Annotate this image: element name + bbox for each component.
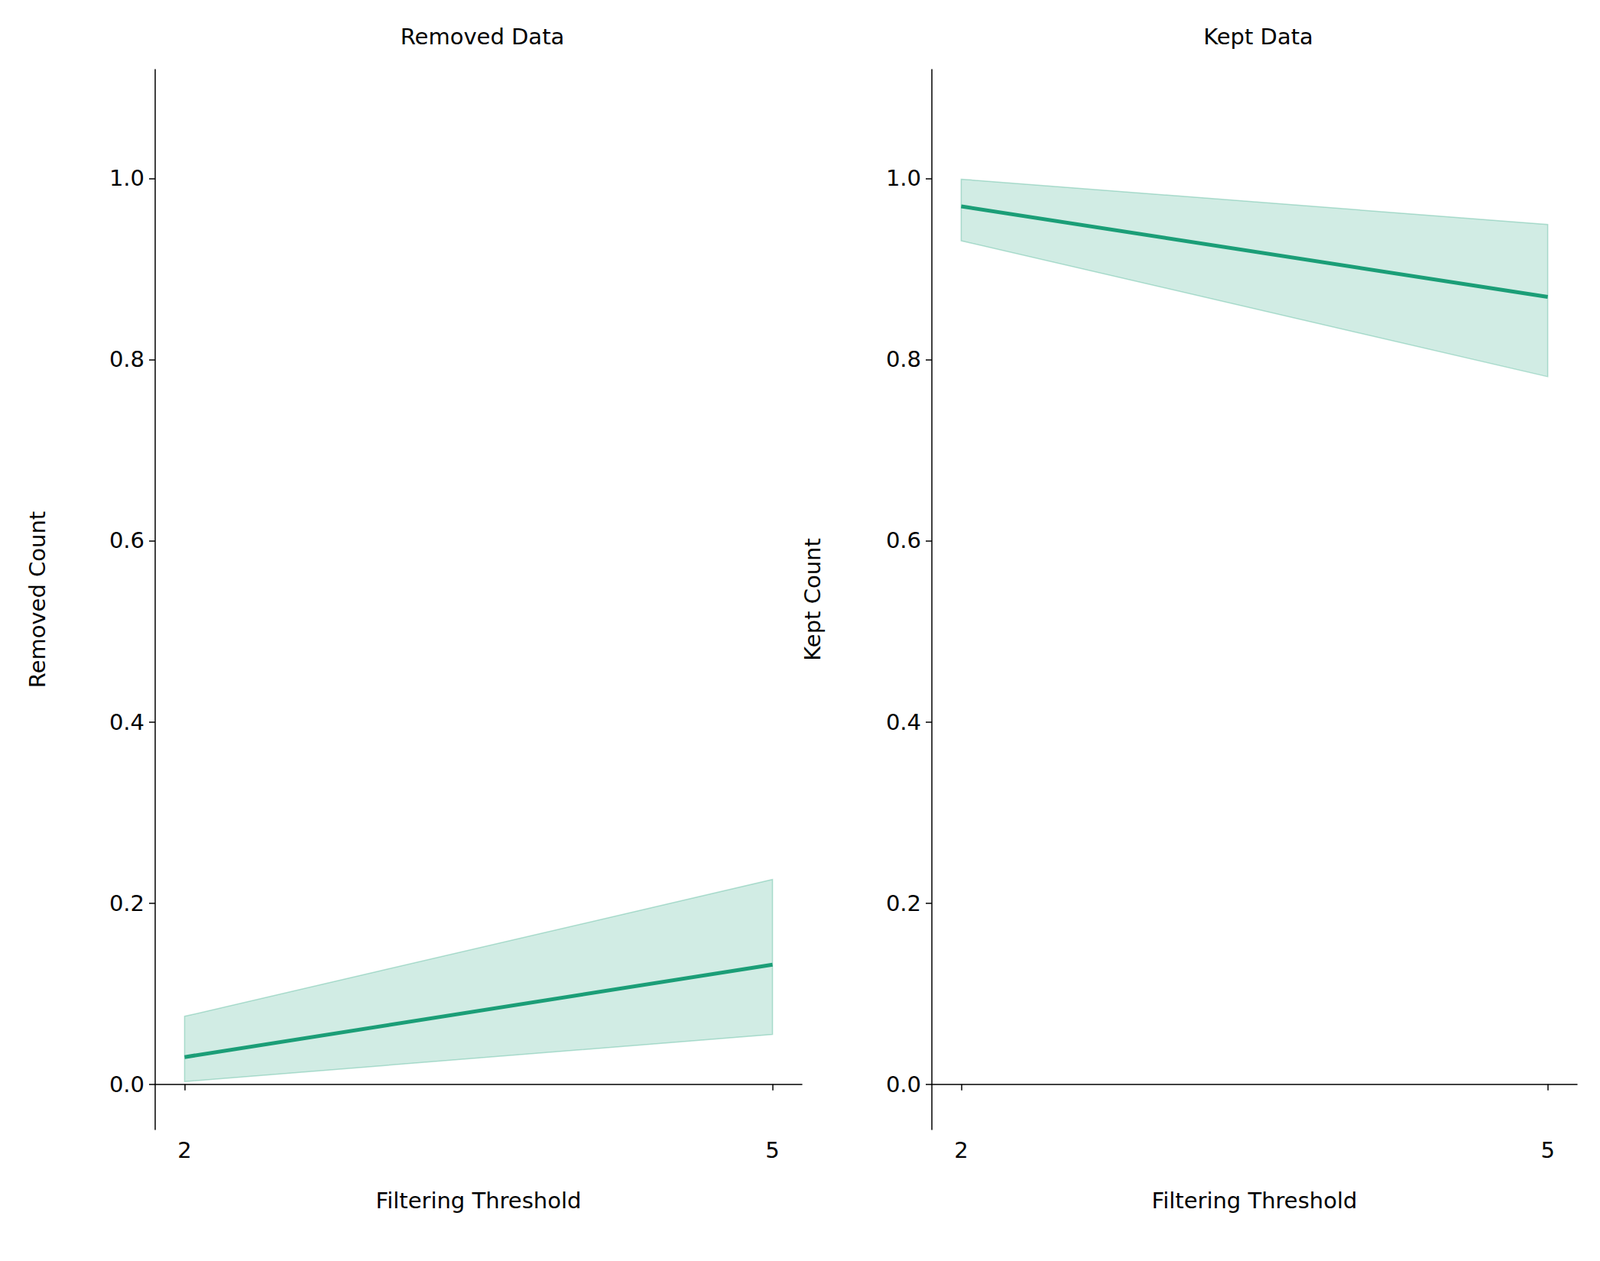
svg-text:0.6: 0.6 bbox=[109, 527, 145, 554]
svg-text:0.0: 0.0 bbox=[109, 1071, 145, 1098]
svg-text:0.4: 0.4 bbox=[886, 709, 922, 736]
svg-text:5: 5 bbox=[1540, 1137, 1555, 1164]
svg-text:Kept Count: Kept Count bbox=[799, 538, 826, 662]
svg-text:2: 2 bbox=[954, 1137, 968, 1164]
svg-text:Filtering Threshold: Filtering Threshold bbox=[376, 1187, 582, 1214]
svg-text:2: 2 bbox=[177, 1137, 192, 1164]
svg-text:Removed Data: Removed Data bbox=[400, 23, 565, 50]
svg-text:Removed Count: Removed Count bbox=[24, 511, 51, 689]
svg-text:1.0: 1.0 bbox=[886, 165, 922, 192]
svg-text:0.6: 0.6 bbox=[886, 527, 922, 554]
svg-text:Kept Data: Kept Data bbox=[1203, 23, 1314, 50]
svg-text:5: 5 bbox=[765, 1137, 779, 1164]
svg-text:1.0: 1.0 bbox=[109, 165, 145, 192]
svg-text:0.8: 0.8 bbox=[109, 346, 145, 373]
svg-text:0.8: 0.8 bbox=[886, 346, 922, 373]
svg-text:0.4: 0.4 bbox=[109, 709, 145, 736]
svg-text:0.0: 0.0 bbox=[886, 1071, 922, 1098]
svg-text:0.2: 0.2 bbox=[886, 890, 922, 917]
svg-text:0.2: 0.2 bbox=[109, 890, 145, 917]
svg-text:Filtering Threshold: Filtering Threshold bbox=[1152, 1187, 1358, 1214]
